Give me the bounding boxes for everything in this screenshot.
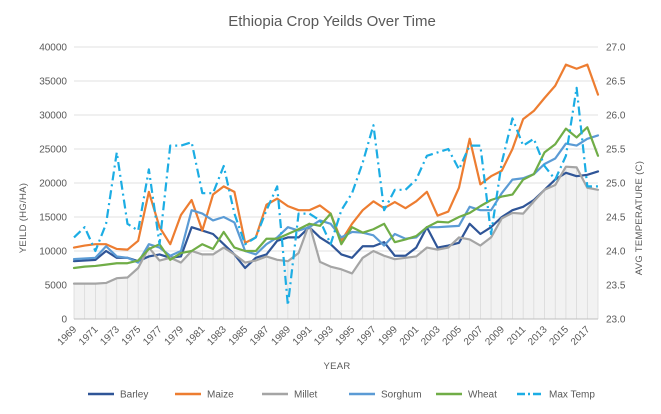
y-tick-label: 10000 — [39, 247, 67, 258]
legend-item-maize: Maize — [175, 390, 234, 401]
y2-tick-label: 24.0 — [606, 247, 626, 258]
legend-item-sorghum: Sorghum — [349, 390, 422, 401]
y2-tick-label: 26.5 — [606, 77, 626, 88]
x-axis-title: YEAR — [323, 361, 350, 372]
y2-tick-label: 25.5 — [606, 145, 626, 156]
series-millet — [72, 165, 600, 285]
y-axis-left: 0 5000 10000 15000 20000 25000 30000 35000 40000 — [39, 43, 67, 326]
chart-title: Ethiopia Crop Yeilds Over Time — [228, 13, 436, 30]
legend-item-wheat: Wheat — [436, 390, 497, 401]
legend-label: Maize — [207, 390, 234, 401]
y2-tick-label: 25.0 — [606, 179, 626, 190]
series-wheat — [72, 126, 600, 270]
y-tick-label: 0 — [61, 315, 67, 326]
y2-tick-label: 27.0 — [606, 43, 626, 54]
y-axis-title: YEILD (HG/HA) — [18, 183, 29, 253]
legend-item-millet: Millet — [262, 390, 318, 401]
y2-tick-label: 23.5 — [606, 281, 626, 292]
millet-area-fill — [74, 166, 598, 319]
legend-label: Millet — [294, 390, 318, 401]
series-barley — [72, 170, 600, 270]
legend-label: Barley — [120, 390, 148, 401]
y-axis-right: 23.0 23.5 24.0 24.5 25.0 25.5 26.0 26.5 27.0 — [606, 43, 626, 326]
y-tick-label: 15000 — [39, 213, 67, 224]
y2-axis-title: AVG TEMPERATURE (C) — [634, 161, 645, 275]
y-tick-label: 25000 — [39, 145, 67, 156]
y-tick-label: 30000 — [39, 111, 67, 122]
y2-tick-label: 23.0 — [606, 315, 626, 326]
legend: Barley Maize Millet Sorghum Wheat Max Temp — [88, 390, 595, 401]
y-tick-label: 35000 — [39, 77, 67, 88]
shaded-series-area — [73, 166, 599, 319]
legend-item-barley: Barley — [88, 390, 148, 401]
y2-tick-label: 24.5 — [606, 213, 626, 224]
y-tick-label: 20000 — [39, 179, 67, 190]
legend-label: Sorghum — [381, 390, 422, 401]
series-lines — [72, 63, 600, 307]
legend-label: Wheat — [468, 390, 497, 401]
y-tick-label: 5000 — [45, 281, 68, 292]
series-max-temp — [73, 86, 598, 307]
y-tick-label: 40000 — [39, 43, 67, 54]
legend-label: Max Temp — [549, 390, 595, 401]
y2-tick-label: 26.0 — [606, 111, 626, 122]
legend-item-max-temp: Max Temp — [517, 390, 595, 401]
